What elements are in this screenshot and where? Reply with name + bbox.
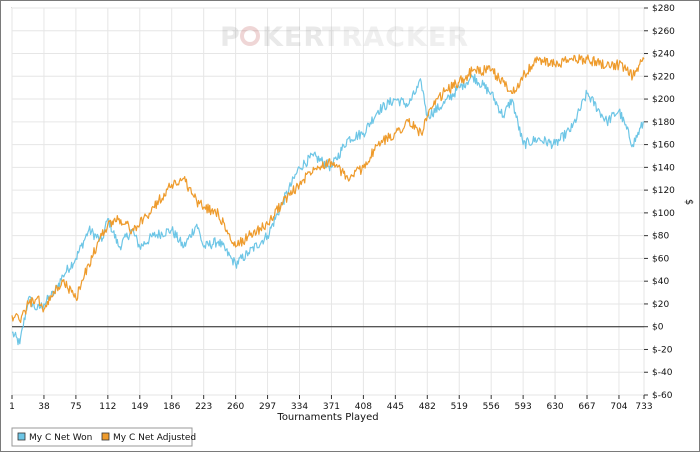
plot-area [11, 7, 645, 396]
y-tick-label: $100 [652, 209, 675, 219]
x-tick-label: 408 [355, 402, 372, 412]
x-tick-label: 75 [70, 402, 81, 412]
x-tick-label: 223 [195, 402, 212, 412]
watermark-logo-right: KER [262, 22, 325, 53]
x-axis-title: Tournaments Played [276, 412, 378, 423]
y-tick-label: $280 [652, 4, 675, 14]
x-tick-label: 297 [259, 402, 276, 412]
legend-label-net-won: My C Net Won [29, 433, 92, 443]
y-tick-label: $80 [652, 232, 669, 242]
y-tick-label: $200 [652, 95, 675, 105]
legend-swatch-net-won [17, 432, 26, 441]
y-tick-label: $140 [652, 163, 675, 173]
x-tick-label: 334 [291, 402, 308, 412]
x-tick-label: 112 [99, 402, 116, 412]
poker-chip-icon [240, 26, 260, 46]
y-tick-label: $20 [652, 300, 669, 310]
x-tick-label: 371 [323, 402, 340, 412]
x-tick-label: 667 [578, 402, 595, 412]
x-tick-label: 733 [635, 402, 652, 412]
x-tick-label: 38 [38, 402, 50, 412]
x-tick-label: 556 [483, 402, 500, 412]
x-tick-label: 630 [546, 402, 563, 412]
watermark-logo-suffix: TRACKER [322, 22, 469, 53]
y-tick-label: $-40 [652, 368, 673, 378]
x-tick-label: 704 [610, 402, 627, 412]
x-tick-label: 186 [163, 402, 180, 412]
y-tick-label: $220 [652, 72, 675, 82]
x-tick-label: 445 [387, 402, 404, 412]
y-tick-label: $260 [652, 27, 675, 37]
y-tick-label: $-60 [652, 391, 673, 401]
x-tick-label: 482 [419, 402, 436, 412]
y-tick-label: $60 [652, 254, 669, 264]
series-line-net-won [11, 73, 645, 346]
x-tick-label: 519 [451, 402, 468, 412]
x-tick-label: 260 [227, 402, 244, 412]
x-axis-ticks: 1 38 75 112 149 186 223 260 297 334 371 408 445 482 51… [9, 395, 653, 412]
y-tick-label: $160 [652, 141, 675, 151]
y-axis-title: $ [683, 199, 694, 205]
y-tick-label: $120 [652, 186, 675, 196]
legend: My C Net Won My C Net Adjusted [11, 427, 196, 447]
pokertracker-watermark: P KER TRACKER [220, 22, 469, 53]
y-tick-label: $40 [652, 277, 669, 287]
x-tick-label: 593 [515, 402, 532, 412]
y-tick-label: $240 [652, 50, 675, 60]
x-tick-label: 1 [9, 402, 15, 412]
x-tick-label: 149 [131, 402, 148, 412]
series-line-net-adjusted [11, 54, 645, 323]
y-tick-label: $-20 [652, 345, 673, 355]
y-tick-label: $180 [652, 118, 675, 128]
y-tick-label: $0 [652, 323, 664, 333]
legend-label-net-adjusted: My C Net Adjusted [113, 433, 196, 443]
legend-swatch-net-adjusted [101, 432, 110, 441]
y-axis-ticks: $280 $260 $240 $220 $200 $180 $160 $140 $120 $100… [644, 4, 675, 401]
grid-lines [11, 7, 645, 396]
watermark-logo-left: P [220, 22, 241, 53]
series-layer [11, 54, 645, 346]
